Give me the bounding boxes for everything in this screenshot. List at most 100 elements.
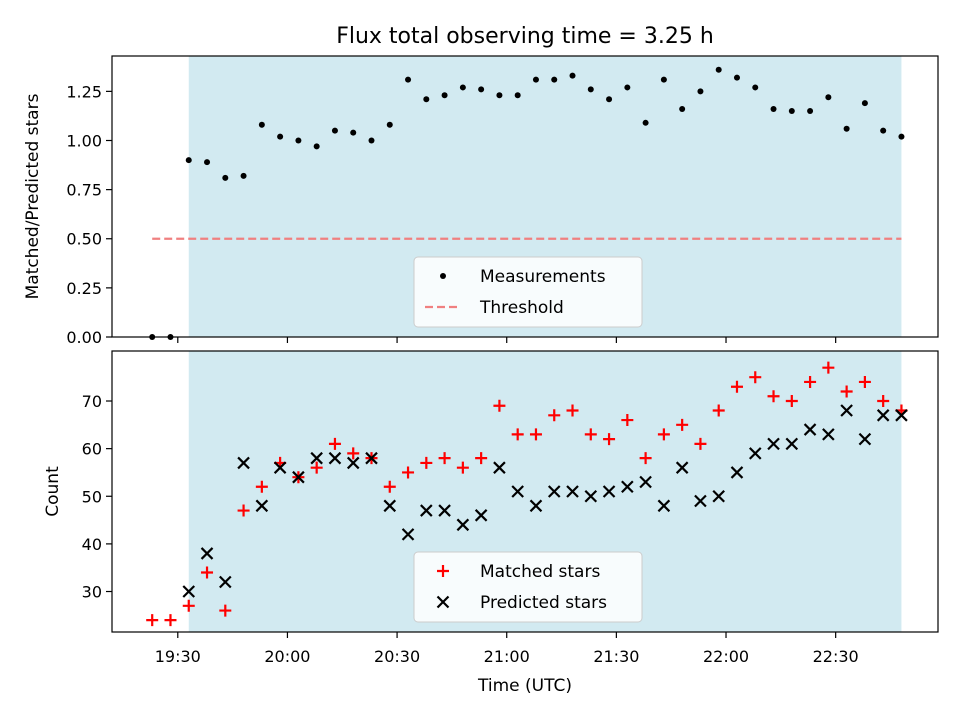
x-axis-label: Time (UTC): [477, 676, 572, 696]
legend-swatch: [437, 565, 449, 577]
data-point: [456, 461, 469, 474]
plot-frame: [111, 55, 939, 338]
data-point: [219, 604, 232, 617]
data-point: [511, 485, 524, 498]
data-point: [222, 174, 229, 181]
plot-frame: [111, 350, 939, 633]
data-point: [694, 494, 707, 508]
data-point: [624, 84, 631, 91]
legend: Measurements Threshold: [413, 256, 643, 328]
data-point: [642, 119, 649, 126]
data-point: [365, 451, 378, 465]
data-point: [621, 414, 634, 427]
data-point: [584, 489, 598, 503]
legend: Matched stars Predicted stars: [413, 551, 643, 623]
y-tick-label: 1.00: [66, 131, 102, 150]
data-point: [237, 456, 250, 470]
y-tick-label: 40: [82, 535, 102, 554]
data-point: [383, 480, 396, 493]
data-point: [313, 143, 320, 150]
data-point: [858, 375, 871, 388]
data-point: [350, 129, 357, 136]
data-point: [237, 504, 250, 517]
data-point: [587, 86, 594, 93]
data-point: [493, 461, 506, 474]
x-tick-label: 21:30: [593, 647, 639, 666]
chart-title: Flux total observing time = 3.25 h: [336, 24, 714, 49]
data-point: [749, 371, 762, 384]
data-point: [200, 547, 214, 560]
data-point: [474, 509, 488, 522]
data-point: [438, 452, 451, 465]
legend-label: Measurements: [480, 267, 606, 287]
data-point: [804, 375, 817, 388]
data-point: [496, 92, 503, 99]
y-tick-label: 0.25: [66, 279, 102, 298]
data-point: [548, 409, 561, 422]
legend-box: [413, 551, 643, 623]
data-point: [840, 404, 853, 417]
data-point: [423, 96, 430, 103]
data-point: [295, 137, 302, 144]
data-point: [529, 428, 542, 441]
data-point: [219, 575, 232, 589]
data-point: [712, 404, 725, 417]
data-point: [730, 466, 744, 479]
data-point: [547, 485, 561, 498]
data-point: [730, 380, 743, 393]
data-point: [788, 108, 795, 115]
data-point: [551, 76, 558, 83]
data-point: [606, 96, 613, 103]
data-point: [441, 92, 448, 99]
data-point: [603, 433, 616, 446]
data-point: [401, 528, 415, 541]
data-point: [310, 461, 323, 474]
data-point: [657, 499, 671, 513]
x-tick-label: 20:30: [374, 647, 420, 666]
data-point: [748, 447, 762, 460]
x-tick-label: 20:00: [264, 647, 310, 666]
y-tick-label: 30: [82, 583, 102, 602]
data-point: [368, 137, 375, 144]
data-point: [657, 428, 670, 441]
data-point: [822, 428, 835, 441]
data-point: [566, 404, 579, 417]
data-point: [292, 470, 305, 484]
data-point: [328, 451, 342, 465]
data-point: [767, 390, 780, 403]
data-point: [876, 409, 890, 422]
data-point: [438, 504, 451, 517]
data-point: [420, 456, 433, 469]
data-point: [347, 447, 360, 460]
data-point: [277, 133, 284, 140]
data-point: [880, 127, 887, 134]
data-point: [511, 428, 524, 441]
legend-swatch: [440, 273, 446, 279]
series-predicted-stars: [182, 404, 908, 598]
data-point: [715, 66, 722, 73]
data-point: [514, 92, 521, 99]
data-point: [621, 480, 634, 494]
data-point: [861, 100, 868, 107]
data-point: [694, 437, 707, 450]
data-point: [858, 432, 872, 446]
data-point: [767, 437, 780, 451]
y-tick-label: 70: [82, 392, 102, 411]
data-point: [602, 485, 616, 498]
data-point: [146, 614, 159, 627]
data-point: [405, 76, 412, 83]
data-point: [386, 121, 393, 128]
data-point: [164, 614, 177, 627]
data-point: [733, 74, 740, 81]
data-point: [785, 437, 799, 451]
y-tick-label: 0.75: [66, 181, 102, 200]
legend-label: Threshold: [479, 298, 564, 318]
data-point: [679, 106, 686, 113]
data-point: [402, 466, 415, 479]
x-tick-label: 19:30: [155, 647, 201, 666]
data-point: [840, 385, 853, 398]
y-tick-label: 50: [82, 487, 102, 506]
x-tick-label: 22:30: [813, 647, 859, 666]
data-point: [843, 125, 850, 132]
data-point: [383, 499, 397, 513]
